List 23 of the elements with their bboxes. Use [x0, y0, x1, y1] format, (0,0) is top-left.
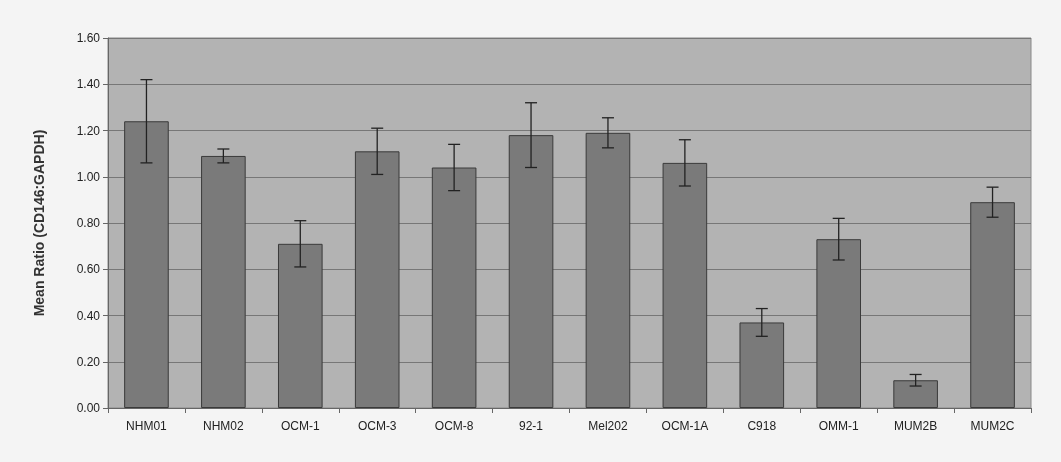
y-axis-title: Mean Ratio (CD146:GAPDH): [31, 129, 47, 317]
x-tick-label: 92-1: [519, 419, 544, 433]
x-tick-label: OCM-1: [280, 419, 320, 433]
x-tick-label: MUM2C: [970, 419, 1015, 433]
x-tick-label: NHM01: [126, 419, 168, 433]
y-tick-label: 0.40: [76, 308, 101, 323]
bar: [893, 380, 938, 408]
x-tick-label: OCM-8: [434, 419, 474, 433]
x-tick-label: OCM-3: [357, 419, 397, 433]
y-tick-label: 0.20: [76, 354, 101, 369]
x-tick-label: OCM-1A: [661, 419, 709, 433]
x-tick-label: MUM2B: [893, 419, 938, 433]
y-tick-label: 0.60: [76, 262, 101, 277]
x-tick-label: C918: [747, 419, 777, 433]
y-tick-label: 1.40: [76, 77, 101, 92]
y-tick-label: 1.00: [76, 169, 101, 184]
y-tick-label: 1.20: [76, 123, 101, 138]
x-tick-label: Mel202: [588, 419, 628, 433]
y-tick-label: 0.80: [76, 216, 101, 230]
x-tick-label: NHM02: [203, 419, 245, 433]
y-tick-label: 0.00: [76, 401, 101, 415]
x-tick-label: OMM-1: [818, 419, 860, 433]
y-tick-label: 1.60: [76, 31, 101, 45]
